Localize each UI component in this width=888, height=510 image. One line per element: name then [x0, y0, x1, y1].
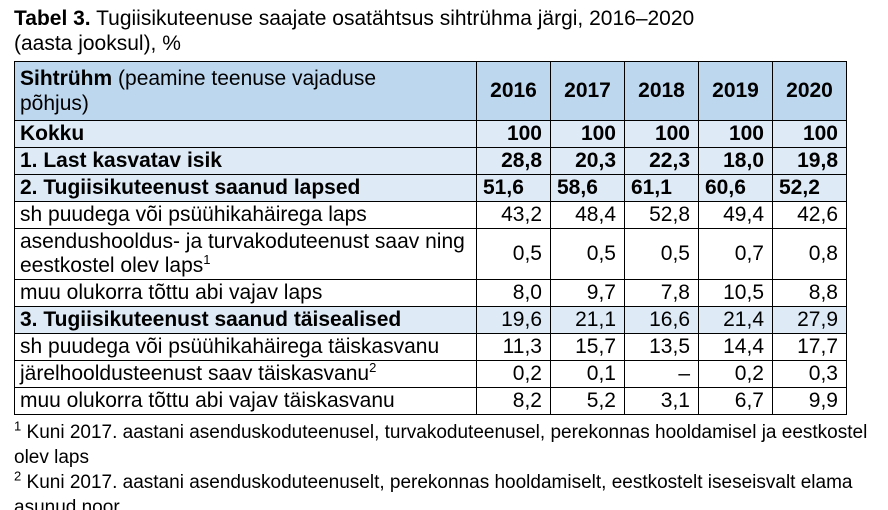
value-cell: 42,6 — [772, 201, 847, 229]
value-cell: 13,5 — [624, 333, 699, 361]
value-cell: 43,2 — [476, 201, 551, 229]
value-cell: 21,4 — [698, 306, 773, 334]
year-column-header-2020: 2020 — [772, 61, 847, 121]
footnote-marker: 1 — [203, 252, 211, 267]
footnote-2-text: Kuni 2017. aastani asenduskoduteenuselt,… — [14, 472, 853, 510]
value-cell: 19,6 — [476, 306, 551, 334]
value-cell: 8,0 — [476, 279, 551, 307]
row-label-cell: 1. Last kasvatav isik — [14, 147, 477, 175]
row-label-cell: sh puudega või psüühikahäirega laps — [14, 201, 477, 229]
value-cell: 6,7 — [698, 387, 773, 415]
row-label-cell: 2. Tugiisikuteenust saanud lapsed — [14, 174, 477, 202]
target-group-header-bold: Sihtrühm — [20, 67, 113, 90]
value-cell: 28,8 — [476, 147, 551, 175]
value-cell: 58,6 — [550, 174, 625, 202]
value-cell: 8,2 — [476, 387, 551, 415]
table-row-other-situation-child: muu olukorra tõttu abi vajav laps 8,0 9,… — [14, 279, 847, 307]
footnote-2-marker: 2 — [14, 468, 22, 484]
year-column-header-2019: 2019 — [698, 61, 773, 121]
value-cell: 52,2 — [772, 174, 847, 202]
table-row-children-receiving-service: 2. Tugiisikuteenust saanud lapsed 51,6 5… — [14, 174, 847, 202]
row-label-cell: sh puudega või psüühikahäirega täiskasva… — [14, 333, 477, 361]
table-row-disabled-child: sh puudega või psüühikahäirega laps 43,2… — [14, 201, 847, 229]
value-cell: – — [624, 360, 699, 388]
value-cell: 3,1 — [624, 387, 699, 415]
value-cell: 52,8 — [624, 201, 699, 229]
value-cell: 100 — [772, 120, 847, 148]
value-cell: 0,7 — [698, 228, 773, 280]
year-column-header-2018: 2018 — [624, 61, 699, 121]
value-cell: 0,2 — [698, 360, 773, 388]
value-cell: 5,2 — [550, 387, 625, 415]
value-cell: 8,8 — [772, 279, 847, 307]
target-group-header-note: (peamine teenuse vajaduse põhjus) — [20, 67, 377, 115]
footnote-1-marker: 1 — [14, 418, 22, 434]
table-title-number: Tabel 3. — [14, 7, 91, 30]
value-cell: 0,5 — [476, 228, 551, 280]
value-cell: 61,1 — [624, 174, 699, 202]
value-cell: 100 — [698, 120, 773, 148]
value-cell: 49,4 — [698, 201, 773, 229]
value-cell: 9,9 — [772, 387, 847, 415]
row-label-cell: muu olukorra tõttu abi vajav laps — [14, 279, 477, 307]
value-cell: 100 — [550, 120, 625, 148]
table-row-aftercare-adult: järelhooldusteenust saav täiskasvanu2 0,… — [14, 360, 847, 388]
value-cell: 11,3 — [476, 333, 551, 361]
value-cell: 7,8 — [624, 279, 699, 307]
value-cell: 0,5 — [624, 228, 699, 280]
value-cell: 16,6 — [624, 306, 699, 334]
row-label-cell: asendushooldus- ja turvakoduteenust saav… — [14, 228, 477, 280]
footnote-marker: 2 — [369, 360, 377, 375]
table-title: Tabel 3. Tugiisikuteenuse saajate osatäh… — [0, 0, 888, 59]
table-title-text-line1: Tugiisikuteenuse saajate osatähtsus siht… — [96, 7, 695, 30]
value-cell: 15,7 — [550, 333, 625, 361]
value-cell: 0,8 — [772, 228, 847, 280]
value-cell: 0,5 — [550, 228, 625, 280]
target-group-column-header: Sihtrühm (peamine teenuse vajaduse põhju… — [14, 61, 477, 121]
value-cell: 27,9 — [772, 306, 847, 334]
value-cell: 100 — [624, 120, 699, 148]
footnote-1: 1 Kuni 2017. aastani asenduskoduteenusel… — [14, 420, 874, 470]
value-cell: 0,2 — [476, 360, 551, 388]
table-row-substitute-care-child: asendushooldus- ja turvakoduteenust saav… — [14, 228, 847, 280]
value-cell: 51,6 — [476, 174, 551, 202]
year-column-header-2017: 2017 — [550, 61, 625, 121]
footnote-1-text: Kuni 2017. aastani asenduskoduteenusel, … — [14, 422, 868, 468]
value-cell: 19,8 — [772, 147, 847, 175]
value-cell: 10,5 — [698, 279, 773, 307]
table-title-text-line2: (aasta jooksul), % — [14, 32, 181, 55]
table-header-row: Sihtrühm (peamine teenuse vajaduse põhju… — [14, 61, 847, 121]
value-cell: 17,7 — [772, 333, 847, 361]
value-cell: 18,0 — [698, 147, 773, 175]
row-label-cell: järelhooldusteenust saav täiskasvanu2 — [14, 360, 477, 388]
table-row-total: Kokku 100 100 100 100 100 — [14, 120, 847, 148]
value-cell: 60,6 — [698, 174, 773, 202]
value-cell: 0,3 — [772, 360, 847, 388]
value-cell: 9,7 — [550, 279, 625, 307]
table-row-child-raising-person: 1. Last kasvatav isik 28,8 20,3 22,3 18,… — [14, 147, 847, 175]
row-label-cell: 3. Tugiisikuteenust saanud täisealised — [14, 306, 477, 334]
value-cell: 48,4 — [550, 201, 625, 229]
year-column-header-2016: 2016 — [476, 61, 551, 121]
value-cell: 21,1 — [550, 306, 625, 334]
value-cell: 14,4 — [698, 333, 773, 361]
value-cell: 0,1 — [550, 360, 625, 388]
table-row-adults-receiving-service: 3. Tugiisikuteenust saanud täisealised 1… — [14, 306, 847, 334]
value-cell: 22,3 — [624, 147, 699, 175]
table-row-disabled-adult: sh puudega või psüühikahäirega täiskasva… — [14, 333, 847, 361]
footnotes: 1 Kuni 2017. aastani asenduskoduteenusel… — [0, 415, 874, 510]
row-label-cell: Kokku — [14, 120, 477, 148]
value-cell: 100 — [476, 120, 551, 148]
statistics-table: Sihtrühm (peamine teenuse vajaduse põhju… — [14, 61, 847, 415]
footnote-2: 2 Kuni 2017. aastani asenduskoduteenusel… — [14, 470, 874, 510]
row-label-cell: muu olukorra tõttu abi vajav täiskasvanu — [14, 387, 477, 415]
table-row-other-situation-adult: muu olukorra tõttu abi vajav täiskasvanu… — [14, 387, 847, 415]
value-cell: 20,3 — [550, 147, 625, 175]
